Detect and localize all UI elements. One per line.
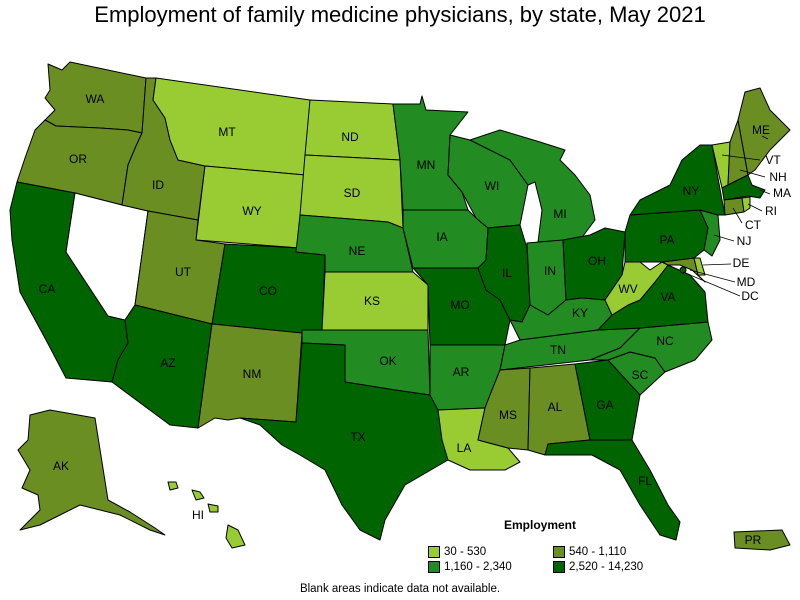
leader-me	[761, 135, 769, 140]
state-fl[interactable]	[544, 439, 681, 541]
state-me[interactable]	[737, 87, 791, 176]
leader-de	[702, 263, 732, 266]
state-label-wy: WY	[242, 204, 261, 218]
legend-label-bin-1: 540 - 1,110	[569, 546, 627, 558]
state-label-or: OR	[69, 152, 87, 166]
state-hi-islands[interactable]	[167, 481, 219, 513]
state-label-nc: NC	[656, 334, 674, 348]
state-label-mo: MO	[450, 298, 469, 312]
state-label-sd: SD	[344, 186, 361, 200]
state-ks[interactable]	[321, 271, 429, 331]
state-pr[interactable]	[733, 529, 791, 551]
map-title: Employment of family medicine physicians…	[94, 2, 706, 27]
state-label-oh: OH	[588, 254, 606, 268]
state-label-nj: NJ	[737, 234, 752, 248]
state-label-ne: NE	[349, 244, 366, 258]
legend-swatch-bin-0	[428, 546, 440, 558]
legend-item-bin-2: 1,160 - 2,340	[428, 561, 512, 573]
state-label-pr: PR	[745, 533, 762, 547]
state-nm[interactable]	[197, 323, 303, 429]
state-label-il: IL	[502, 266, 512, 280]
state-label-ny: NY	[683, 184, 700, 198]
state-ga[interactable]	[574, 359, 641, 441]
state-label-ct: CT	[745, 218, 762, 232]
state-label-co: CO	[259, 284, 277, 298]
state-label-mn: MN	[417, 158, 436, 172]
legend-label-bin-2: 1,160 - 2,340	[444, 561, 512, 573]
leader-ri	[747, 203, 763, 212]
state-label-nd: ND	[341, 130, 359, 144]
state-label-fl: FL	[638, 474, 652, 488]
state-label-pa: PA	[659, 233, 674, 247]
state-label-wv: WV	[618, 282, 637, 296]
legend-swatch-bin-2	[428, 561, 440, 573]
state-ny[interactable]	[629, 144, 726, 216]
state-label-ak: AK	[53, 459, 69, 473]
legend-title: Employment	[504, 518, 577, 532]
legend-label-bin-0: 30 - 530	[444, 546, 487, 558]
legend-item-bin-0: 30 - 530	[428, 546, 486, 558]
state-label-ga: GA	[596, 398, 613, 412]
state-label-ma: MA	[773, 186, 791, 200]
state-label-az: AZ	[160, 356, 175, 370]
state-nc[interactable]	[589, 321, 713, 373]
state-ms[interactable]	[477, 367, 531, 451]
state-label-al: AL	[548, 400, 563, 414]
legend: Employment 30 - 530 540 - 1,110 1,160 - …	[428, 518, 668, 578]
legend-label-bin-3: 2,520 - 14,230	[569, 561, 644, 573]
leader-ma	[759, 189, 771, 195]
leader-ct	[732, 207, 743, 224]
state-tx[interactable]	[239, 342, 449, 541]
leader-vt	[721, 154, 761, 161]
state-label-sc: SC	[632, 368, 649, 382]
state-label-tx: TX	[350, 430, 365, 444]
legend-swatch-bin-3	[553, 561, 565, 573]
leader-dc	[682, 271, 741, 297]
state-label-tn: TN	[550, 343, 566, 357]
state-label-ok: OK	[379, 354, 396, 368]
state-label-mt: MT	[218, 125, 236, 139]
state-dc[interactable]	[679, 266, 687, 274]
legend-item-bin-3: 2,520 - 14,230	[553, 561, 643, 573]
state-label-ut: UT	[175, 265, 192, 279]
state-label-nm: NM	[243, 367, 262, 381]
state-label-id: ID	[152, 178, 164, 192]
state-label-ms: MS	[499, 408, 517, 422]
state-label-ky: KY	[572, 306, 588, 320]
legend-item-bin-1: 540 - 1,110	[553, 546, 626, 558]
state-label-wi: WI	[485, 179, 500, 193]
state-hi[interactable]	[225, 524, 246, 549]
state-label-wa: WA	[86, 92, 105, 106]
leader-nj	[713, 234, 735, 242]
state-label-md: MD	[737, 275, 756, 289]
state-label-vt: VT	[765, 153, 781, 167]
state-ri[interactable]	[741, 196, 751, 213]
state-label-nh: NH	[769, 170, 786, 184]
footnote: Blank areas indicate data not available.	[299, 583, 501, 595]
state-label-me: ME	[752, 123, 770, 137]
state-ak[interactable]	[17, 409, 166, 536]
state-label-hi: HI	[192, 508, 204, 522]
state-label-ar: AR	[453, 365, 470, 379]
state-label-va: VA	[660, 290, 675, 304]
state-label-ri: RI	[765, 204, 777, 218]
state-mi[interactable]	[469, 129, 596, 243]
state-label-mi: MI	[553, 207, 566, 221]
state-label-ca: CA	[39, 282, 56, 296]
legend-swatch-bin-1	[553, 546, 565, 558]
state-label-ia: IA	[436, 230, 447, 244]
state-label-la: LA	[457, 441, 472, 455]
state-label-ks: KS	[364, 294, 380, 308]
state-label-de: DE	[733, 256, 750, 270]
state-ct[interactable]	[723, 197, 745, 216]
state-label-dc: DC	[741, 289, 759, 303]
leader-nh	[739, 169, 766, 178]
state-de[interactable]	[693, 257, 706, 276]
state-label-in: IN	[544, 264, 556, 278]
leader-md	[689, 269, 736, 283]
